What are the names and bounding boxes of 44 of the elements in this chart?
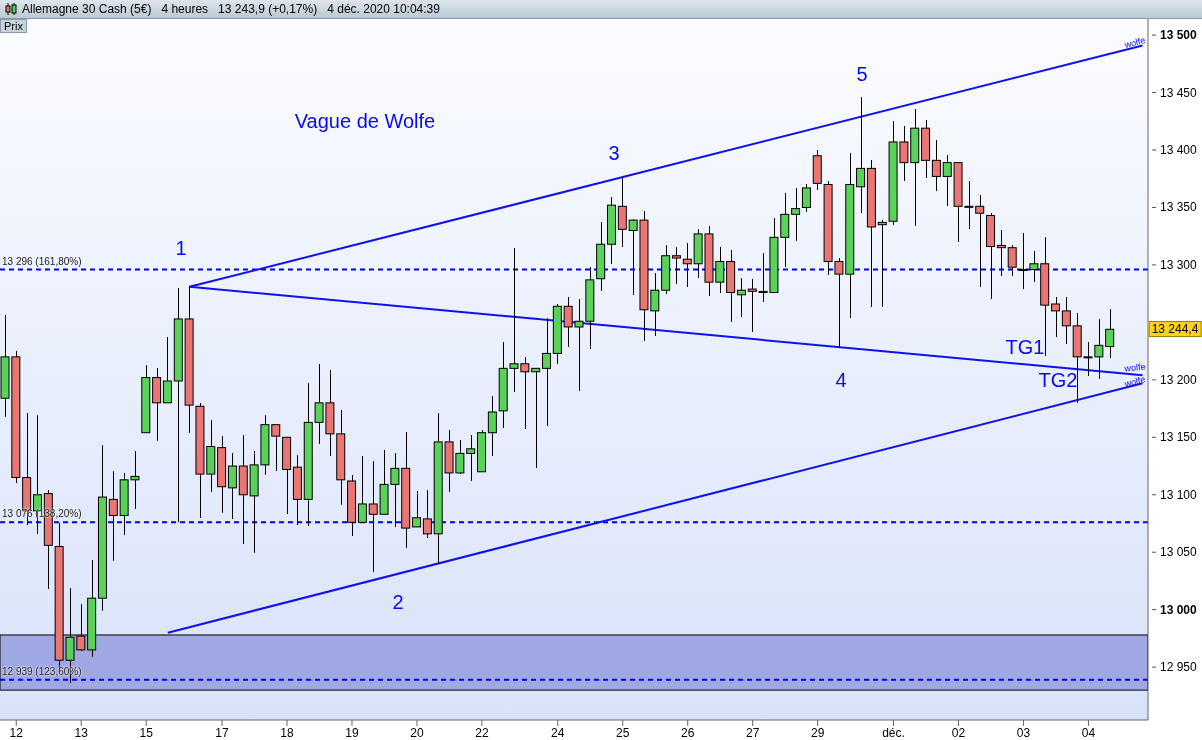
annotation: wolfe [1123,374,1147,389]
annotation: TG1 [1005,336,1045,358]
x-tick-label: 03 [1016,725,1031,740]
annotation: 5 [856,63,868,85]
x-tick-label: 19 [345,725,359,740]
x-tick-label: 22 [475,725,489,740]
x-tick-label: 26 [681,725,695,740]
x-tick-label: déc. [882,725,905,740]
y-axis-title: Prix [0,19,27,33]
annotation: 4 [835,369,847,391]
annotation: wolfe [1123,35,1147,50]
x-tick-label: 04 [1081,725,1096,740]
y-tick-label: 13 350 [1160,200,1198,215]
y-tick-label: 13 300 [1160,257,1198,272]
x-tick-label: 17 [215,725,230,740]
y-tick-label: 13 400 [1160,143,1198,158]
y-tick-label: 13 150 [1160,430,1198,445]
annotation: 3 [608,142,620,164]
chart-title: Allemagne 30 Cash (5€) [22,2,152,16]
x-tick-label: 18 [280,725,294,740]
x-tick-label: 20 [410,725,424,740]
x-tick-label: 13 [74,725,89,740]
y-tick-label: 13 000 [1160,602,1198,617]
x-tick-label: 27 [746,725,760,740]
annotation: wolfe [1124,361,1146,374]
x-tick-label: 12 [9,725,24,740]
x-tick-label: 24 [551,725,565,740]
y-tick-label: 13 500 [1160,28,1198,43]
x-tick-label: 15 [139,725,154,740]
x-tick-label: 02 [951,725,966,740]
annotation: 1 [175,237,187,259]
y-tick-label: 13 050 [1160,545,1198,560]
y-tick-label: 13 200 [1160,372,1198,387]
x-tick-label: 29 [811,725,825,740]
text: 13 244,4 [1148,321,1202,337]
annotation: 2 [392,591,404,613]
annotation: TG2 [1038,369,1078,391]
y-tick-label: 13 100 [1160,487,1198,502]
annotation: Vague de Wolfe [294,110,436,132]
x-tick-label: 25 [616,725,630,740]
y-tick-label: 13 450 [1160,85,1198,100]
y-tick-label: 12 950 [1160,660,1198,675]
chart-subtitle: 4 heures 13 243,9 (+0,17%) 4 déc. 2020 10:04:39 [161,2,440,16]
ref-line-label: 13 296 (161,80%) [2,255,82,268]
